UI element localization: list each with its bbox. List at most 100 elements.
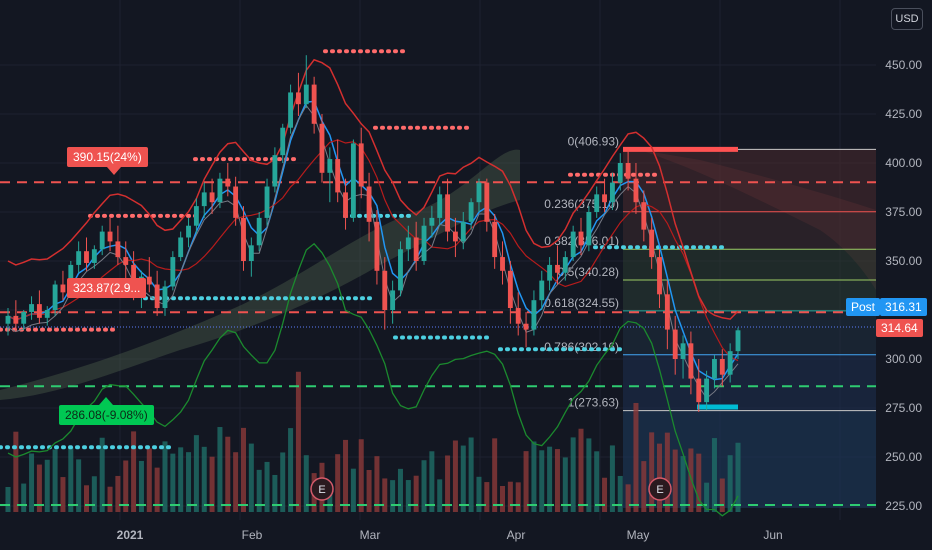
candle-body-7 [60,284,66,293]
candle-body-54 [429,217,435,226]
candle-body-3 [29,304,34,312]
candle-body-42 [335,159,341,193]
volume-bar-84 [664,432,670,512]
candle-body-28 [225,178,231,187]
volume-bar-76 [602,477,608,512]
callout-mid[interactable]: 323.87(2.9... [67,278,147,298]
candle-body-9 [76,251,82,265]
volume-bar-23 [186,452,192,512]
volume-bar-85 [672,449,678,512]
candle-body-55 [437,194,443,218]
volume-bar-6 [52,449,58,512]
candle-body-35 [280,127,286,156]
volume-bar-59 [468,437,474,512]
earnings-marker-1 [648,477,672,501]
price-tick-0: 450.00 [885,58,922,72]
volume-bar-17 [138,460,144,512]
volume-bar-77 [609,445,615,512]
volume-bar-37 [295,371,301,512]
candle-body-49 [390,290,396,310]
volume-bar-35 [280,452,286,512]
candle-body-85 [672,329,678,359]
volume-bar-48 [382,478,388,512]
volume-bar-74 [586,438,592,512]
volume-bar-31 [248,443,254,512]
candle-body-21 [170,257,176,287]
callout-low[interactable]: 286.08(-9.08%) [59,397,154,425]
lagging-span-line [7,104,739,399]
volume-bar-46 [366,470,372,512]
volume-bar-20 [162,441,168,512]
candle-body-48 [382,270,388,310]
candle-body-52 [413,237,419,261]
callout-high[interactable]: 390.15(24%) [67,147,148,175]
candle-body-50 [398,249,403,291]
volume-bar-3 [29,453,35,512]
volume-bar-16 [131,431,137,512]
candle-body-33 [264,186,270,218]
volume-bar-7 [60,477,66,512]
candle-body-23 [186,225,191,238]
candle-body-63 [500,257,505,271]
earnings-marker-label-0: E [318,484,325,496]
candle-body-86 [680,343,686,359]
candle-body-24 [193,206,199,226]
candle-body-5 [44,310,50,318]
price-tick-1: 425.00 [885,107,922,121]
candle-body-11 [91,249,97,263]
candle-body-57 [452,231,458,242]
candle-body-77 [609,182,615,203]
volume-bar-54 [429,451,435,512]
candle-body-70 [555,264,560,273]
volume-bar-36 [288,428,294,512]
earnings-marker-0 [310,477,334,501]
fib-zone-0 [623,149,876,212]
volume-bar-93 [735,442,741,512]
volume-bar-69 [547,446,553,512]
candle-body-65 [515,308,521,324]
candle-body-69 [547,264,553,281]
candle-body-30 [241,217,246,261]
volume-bar-33 [264,461,270,512]
volume-bar-51 [405,480,411,512]
candle-body-45 [358,143,364,187]
candle-body-60 [476,182,482,203]
volume-bar-79 [625,484,631,512]
price-tick-9: 225.00 [885,499,922,513]
candle-body-71 [562,257,568,273]
fib-label-6: 1(273.63) [568,396,619,410]
candle-body-93 [735,330,741,352]
candle-body-0 [5,315,11,324]
volume-bar-10 [83,485,89,512]
candle-body-56 [445,194,451,232]
time-tick-4: May [627,528,650,542]
volume-bar-13 [107,486,113,512]
volume-bar-8 [68,446,74,512]
candle-body-10 [84,251,89,263]
candle-body-1 [13,315,19,324]
volume-bar-1 [13,431,19,512]
volume-bar-38 [303,455,309,512]
volume-bar-14 [115,475,121,512]
volume-bar-5 [44,459,50,512]
volume-bar-62 [492,438,498,512]
volume-bar-0 [5,487,11,512]
volume-bar-53 [421,460,427,512]
volume-bar-28 [225,436,231,512]
fib-label-5: 0.786(302.16) [544,340,619,354]
candle-body-84 [664,294,670,330]
time-tick-1: Feb [242,528,263,542]
price-tick-8: 250.00 [885,450,922,464]
candle-body-89 [704,378,710,403]
candle-body-61 [484,182,490,222]
volume-bar-68 [539,450,545,512]
volume-bar-82 [649,432,655,512]
volume-bar-89 [704,482,710,512]
time-tick-2: Mar [360,528,381,542]
volume-bar-86 [680,456,686,512]
price-axis-bg [876,0,932,550]
currency-button[interactable]: USD [891,8,923,30]
fib-label-0: 0(406.93) [568,134,619,148]
